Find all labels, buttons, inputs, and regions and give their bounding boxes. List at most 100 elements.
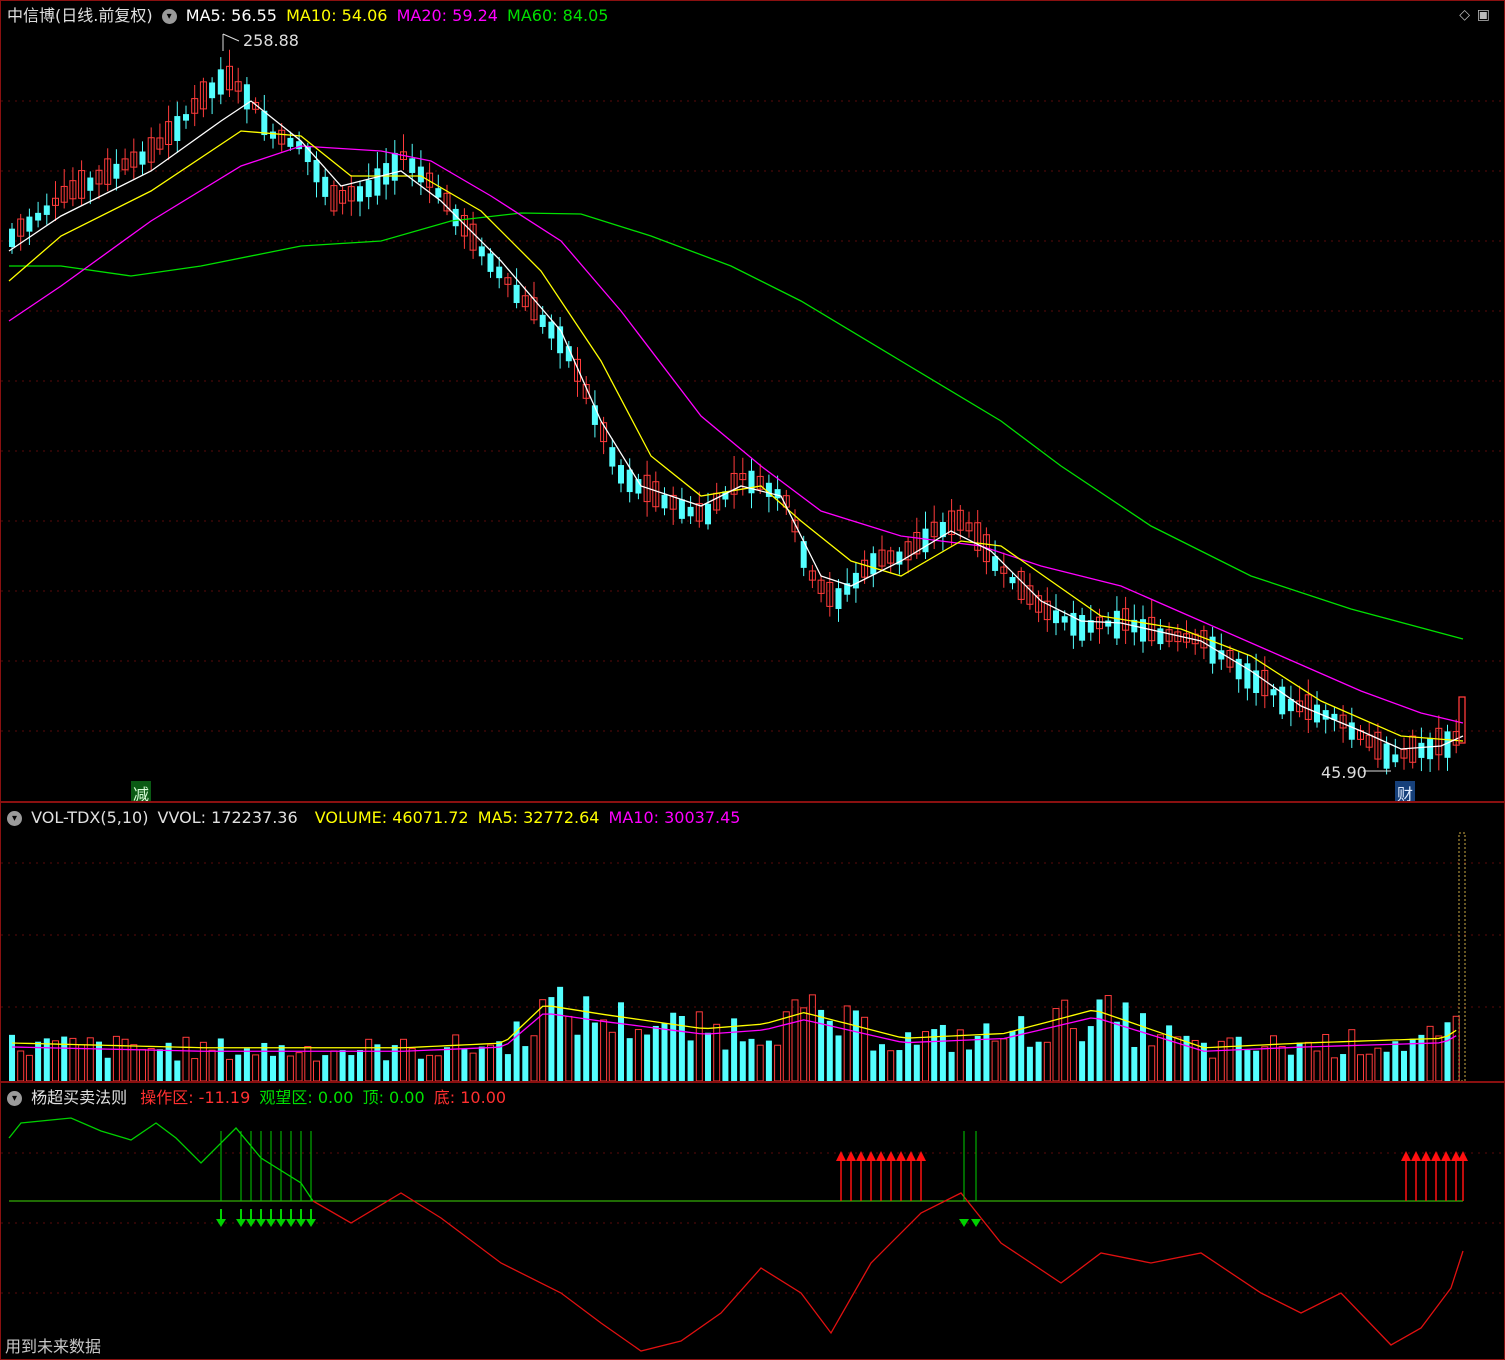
indicator-panel[interactable]: ▾ 杨超买卖法则 操作区: -11.19 观望区: 0.00 顶: 0.00 底… [0,1082,1505,1360]
volume-bar-up [634,1029,642,1081]
volume-bar-down [852,1010,859,1081]
candle-down [1140,619,1146,642]
vol-ma5-value: MA5: 32772.64 [477,808,600,827]
volume-bar-up [608,1031,616,1081]
candle-down [409,158,416,173]
indicator-chart[interactable] [1,1083,1505,1360]
volume-bar-up [539,999,547,1081]
finance-marker[interactable]: 财 [1395,781,1416,801]
kline-chart[interactable] [1,1,1505,802]
candle-down [939,521,946,538]
volume-bar-up [1374,1047,1382,1081]
candle-up [913,531,921,555]
diamond-icon[interactable]: ◇ [1459,7,1470,23]
candle-up [234,81,242,92]
reduce-marker[interactable]: 减 [131,781,152,801]
watch-zone-value: 观望区: 0.00 [259,1088,354,1107]
volume-bar-down [948,1051,955,1081]
candle-down [209,82,216,99]
volume-bar-down [348,1055,355,1081]
volume-bar-down [444,1047,450,1081]
indicator-dropdown-icon[interactable]: ▾ [7,1091,22,1106]
high-price-label: 258.88 [243,31,299,50]
indicator-red-line [312,1192,1464,1352]
volume-value: VOLUME: 46071.72 [314,808,469,827]
sell-arrow-icon [276,1219,286,1227]
candle-down [113,163,120,179]
volume-bar-up [313,1060,320,1081]
candle-up [443,192,451,212]
candle-down [591,405,598,425]
volume-bar-down [1018,1016,1025,1081]
volume-chart[interactable] [1,803,1505,1082]
candle-up [1017,570,1025,600]
candle-down [496,266,503,279]
candle-down [661,494,668,509]
candle-down [1279,686,1286,715]
buy-arrow-icon [896,1151,906,1161]
candle-down [678,499,685,519]
volume-bar-up [1452,1015,1460,1081]
volume-bar-down [1244,1050,1251,1081]
candle-down [618,465,624,484]
window-icon[interactable]: ▣ [1476,7,1490,23]
volume-bar-up [139,1048,146,1081]
volume-bar-up [843,1005,851,1081]
volume-ma5-line [11,1005,1457,1049]
stock-title: 中信博(日线.前复权) [7,6,153,25]
volume-bar-up [112,1035,120,1081]
candle-down [1218,650,1225,660]
candle-up [104,158,112,185]
candle-up [469,223,477,251]
candle-up [252,101,260,110]
candle-down [478,246,485,257]
volume-bar-down [731,1018,738,1081]
candle-down [304,146,311,163]
buy-arrow-icon [1441,1151,1451,1161]
volume-bar-up [1313,1050,1321,1081]
volume-panel[interactable]: ▾ VOL-TDX(5,10) VVOL: 172237.36 VOLUME: … [0,802,1505,1082]
volume-bar-down [278,1045,285,1081]
volume-bar-up [330,1050,338,1081]
ma20-value: MA20: 59.24 [396,6,498,25]
volume-bar-up [1000,1038,1008,1081]
volume-bar-up [1069,1028,1077,1081]
volume-bar-down [9,1034,15,1081]
candle-down [1113,610,1120,639]
candle-down [183,114,189,121]
candle-up [974,522,982,551]
volume-bar-down [705,1032,711,1081]
ma5-value: MA5: 56.55 [185,6,277,25]
volume-bar-down [644,1034,651,1081]
candle-down [1253,670,1260,693]
buy-arrow-icon [1458,1151,1468,1161]
kline-panel[interactable]: 中信博(日线.前复权) ▾ MA5: 56.55 MA10: 54.06 MA2… [0,0,1505,802]
volume-bar-down [1131,1046,1138,1081]
volume-bar-down [583,996,590,1081]
volume-ma10-line [11,1013,1457,1052]
candle-up [574,358,581,382]
volume-bar-down [1418,1034,1425,1081]
volume-bar-up [1226,1037,1234,1081]
candle-up [165,121,173,146]
candle-down [313,160,320,183]
volume-bar-down [1409,1038,1416,1081]
volume-bar-up [1156,1034,1164,1081]
candle-up [199,81,207,110]
sell-arrow-icon [236,1219,246,1227]
volume-bar-down [504,1054,511,1081]
volume-bar-up [286,1055,294,1081]
volume-dropdown-icon[interactable]: ▾ [7,811,22,826]
volume-bar-down [478,1046,485,1081]
buy-arrow-icon [1451,1151,1461,1161]
candle-up [1096,616,1103,630]
candle-down [383,163,390,185]
candle-down [609,447,616,467]
buy-arrow-icon [1401,1151,1411,1161]
volume-bar-down [35,1041,42,1081]
candle-down [1244,663,1251,689]
candle-down [296,141,303,150]
volume-bar-down [243,1048,250,1081]
volume-bar-up [1330,1057,1338,1081]
settings-dropdown-icon[interactable]: ▾ [161,9,177,24]
